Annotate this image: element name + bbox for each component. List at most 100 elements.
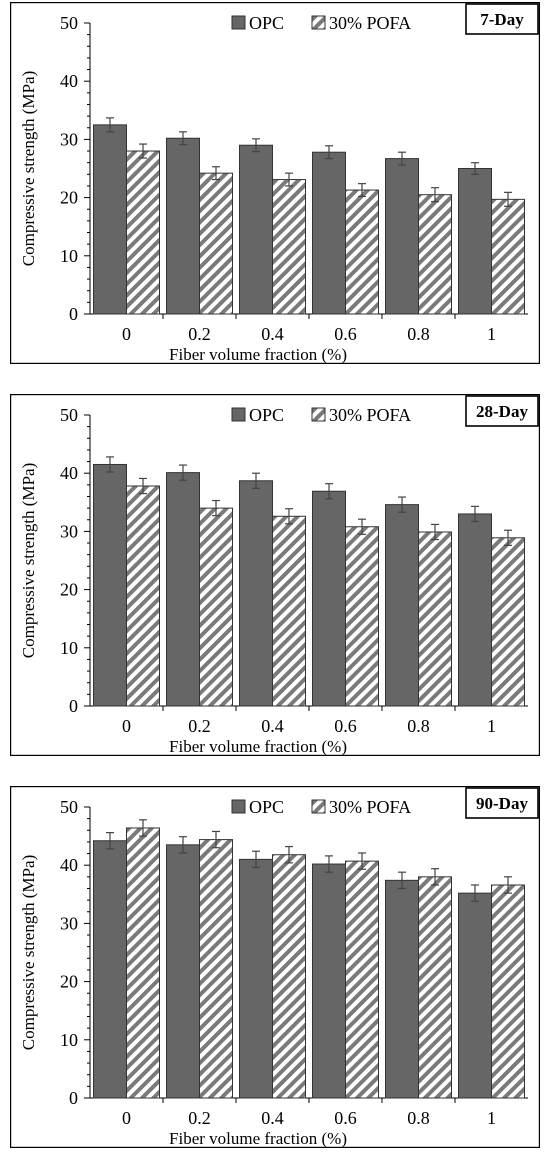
bar-pofa bbox=[418, 876, 452, 1099]
x-tick-label: 0.8 bbox=[407, 716, 430, 736]
legend-label: OPC bbox=[249, 797, 284, 817]
error-bar bbox=[358, 518, 366, 535]
legend-label: 30% POFA bbox=[329, 405, 411, 425]
error-bar bbox=[252, 138, 260, 153]
chart-panel-28-day: 0 10 20 30 40 50 0 0.2 0.4 0.6 0.8 1 Fiber volume fr… bbox=[10, 394, 540, 756]
error-bar bbox=[431, 187, 439, 203]
error-bar bbox=[252, 850, 260, 869]
y-tick-label: 10 bbox=[60, 1030, 78, 1050]
error-bar bbox=[471, 884, 479, 902]
x-tick-label: 0.4 bbox=[261, 1108, 284, 1128]
x-tick-label: 0 bbox=[122, 716, 131, 736]
error-bar bbox=[285, 508, 293, 525]
error-bar bbox=[139, 477, 147, 495]
error-bar bbox=[325, 855, 333, 873]
error-bar bbox=[179, 836, 187, 854]
bar-pofa bbox=[126, 150, 160, 315]
error-bar bbox=[325, 483, 333, 500]
day-label: 90-Day bbox=[476, 794, 528, 813]
day-label-box bbox=[465, 3, 539, 35]
error-bar bbox=[504, 876, 512, 894]
chart-panel-90-day: 0 10 20 30 40 50 0 0.2 0.4 0.6 0.8 1 Fiber volume fr… bbox=[10, 786, 540, 1148]
error-bar bbox=[212, 830, 220, 849]
error-bar bbox=[252, 472, 260, 489]
bar-opc bbox=[93, 463, 127, 707]
x-tick-label: 0.6 bbox=[334, 324, 357, 344]
y-tick-label: 0 bbox=[69, 696, 78, 716]
y-tick-label: 10 bbox=[60, 246, 78, 266]
y-tick-label: 20 bbox=[60, 972, 78, 992]
legend-label: OPC bbox=[249, 405, 284, 425]
error-bar bbox=[139, 819, 147, 837]
error-bar bbox=[471, 505, 479, 523]
error-bar bbox=[398, 496, 406, 513]
x-tick-label: 0.4 bbox=[261, 716, 284, 736]
bar-opc bbox=[312, 151, 346, 315]
error-bar bbox=[179, 131, 187, 146]
y-axis-title: Compressive strength (MPa) bbox=[19, 855, 38, 1050]
bar-pofa bbox=[418, 194, 452, 315]
legend-swatch bbox=[231, 407, 246, 422]
x-tick-label: 1 bbox=[487, 1108, 496, 1128]
bar-pofa bbox=[345, 189, 379, 315]
bar-opc bbox=[385, 504, 419, 707]
bar-pofa bbox=[272, 515, 306, 707]
bar-pofa bbox=[491, 198, 525, 315]
day-label: 7-Day bbox=[480, 10, 524, 29]
x-tick-label: 1 bbox=[487, 324, 496, 344]
legend-swatch bbox=[311, 15, 326, 30]
error-bar bbox=[504, 529, 512, 546]
day-label-box bbox=[465, 787, 539, 819]
error-bar bbox=[106, 456, 114, 473]
y-tick-label: 30 bbox=[60, 521, 78, 541]
legend-swatch bbox=[311, 799, 326, 814]
legend-label: OPC bbox=[249, 13, 284, 33]
day-label-box bbox=[465, 395, 539, 427]
y-axis-title: Compressive strength (MPa) bbox=[19, 71, 38, 266]
y-tick-label: 20 bbox=[60, 580, 78, 600]
bar-pofa bbox=[199, 839, 233, 1099]
error-bar bbox=[398, 871, 406, 890]
error-bar bbox=[358, 183, 366, 198]
y-tick-label: 10 bbox=[60, 638, 78, 658]
bar-pofa bbox=[491, 537, 525, 707]
x-axis-title: Fiber volume fraction (%) bbox=[169, 345, 347, 364]
error-bar bbox=[212, 166, 220, 181]
x-tick-label: 0.4 bbox=[261, 324, 284, 344]
x-tick-label: 0.6 bbox=[334, 716, 357, 736]
bar-opc bbox=[385, 158, 419, 315]
bar-opc bbox=[93, 840, 127, 1099]
x-axis-title: Fiber volume fraction (%) bbox=[169, 1129, 347, 1148]
error-bar bbox=[471, 162, 479, 175]
x-tick-label: 0 bbox=[122, 1108, 131, 1128]
legend: OPC 30% POFA bbox=[231, 797, 411, 817]
bar-pofa bbox=[126, 485, 160, 707]
error-bar bbox=[358, 852, 366, 870]
x-tick-label: 0.2 bbox=[188, 1108, 211, 1128]
x-axis-title: Fiber volume fraction (%) bbox=[169, 737, 347, 756]
error-bar bbox=[139, 143, 147, 159]
y-tick-label: 40 bbox=[60, 71, 78, 91]
chart-svg: 0 10 20 30 40 50 0 0.2 0.4 0.6 0.8 1 Fiber volume fr… bbox=[10, 786, 540, 1148]
chart-svg: 0 10 20 30 40 50 0 0.2 0.4 0.6 0.8 1 Fiber volume fr… bbox=[10, 2, 540, 364]
day-label: 28-Day bbox=[476, 402, 528, 421]
error-bar bbox=[106, 117, 114, 133]
bar-pofa bbox=[126, 827, 160, 1099]
y-tick-label: 50 bbox=[60, 405, 78, 425]
y-tick-label: 0 bbox=[69, 1088, 78, 1108]
x-tick-label: 0.8 bbox=[407, 1108, 430, 1128]
chart-svg: 0 10 20 30 40 50 0 0.2 0.4 0.6 0.8 1 Fiber volume fr… bbox=[10, 394, 540, 756]
error-bar bbox=[431, 868, 439, 886]
error-bar bbox=[285, 172, 293, 187]
error-bar bbox=[212, 499, 220, 517]
error-bar bbox=[325, 145, 333, 160]
legend-label: 30% POFA bbox=[329, 797, 411, 817]
bar-opc bbox=[93, 124, 127, 315]
x-tick-label: 0.2 bbox=[188, 716, 211, 736]
bar-opc bbox=[385, 879, 419, 1099]
bar-pofa bbox=[199, 507, 233, 707]
y-tick-label: 30 bbox=[60, 129, 78, 149]
y-tick-label: 40 bbox=[60, 855, 78, 875]
error-bar bbox=[504, 191, 512, 207]
bar-opc bbox=[166, 844, 200, 1099]
